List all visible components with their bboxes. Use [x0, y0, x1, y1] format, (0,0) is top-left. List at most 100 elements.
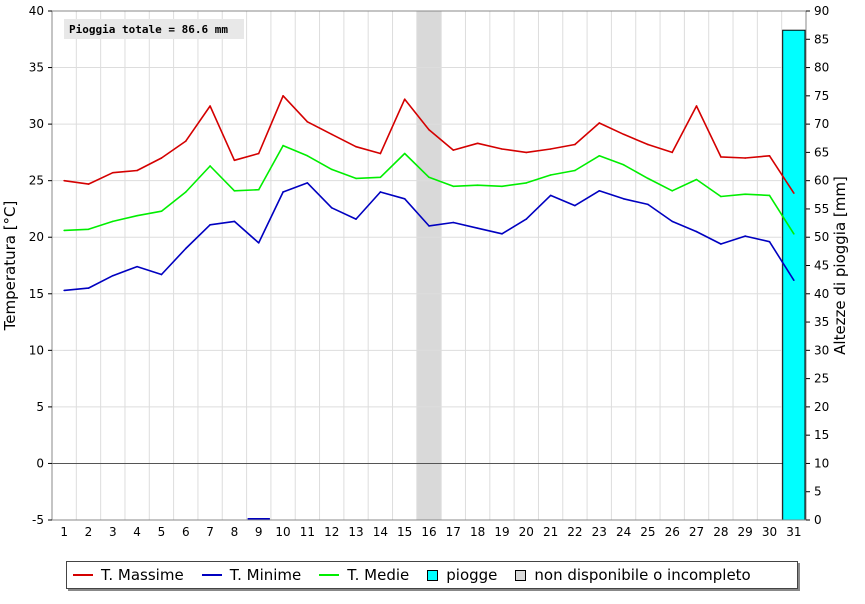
legend-label-piogge: piogge: [446, 566, 498, 584]
point-t-massime-day-5: [160, 157, 163, 159]
point-t-medie-day-8: [233, 190, 236, 192]
y2-tick-label: 50: [814, 230, 829, 244]
point-t-massime-day-15: [403, 98, 406, 101]
total-rain-box: [64, 19, 244, 39]
point-t-medie-day-1: [63, 229, 65, 232]
point-t-massime-day-19: [501, 148, 503, 150]
y2-tick-label: 90: [814, 4, 829, 18]
y-tick-label: 20: [29, 230, 44, 244]
x-tick-label: 12: [324, 525, 339, 539]
y-tick-label: 15: [29, 287, 44, 301]
point-t-minime-day-26: [671, 220, 674, 223]
x-tick-label: 13: [348, 525, 363, 539]
point-t-minime-day-1: [63, 289, 65, 292]
x-tick-label: 17: [446, 525, 461, 539]
point-t-minime-day-14: [379, 191, 382, 193]
point-t-medie-day-10: [282, 144, 284, 147]
point-t-medie-day-19: [501, 185, 503, 188]
point-t-medie-day-2: [87, 228, 90, 231]
point-t-massime-day-1: [63, 179, 65, 182]
y2-tick-label: 75: [814, 89, 829, 103]
point-t-minime-day-19: [501, 233, 503, 235]
y-tick-label: -5: [32, 513, 44, 527]
y2-tick-label: 5: [814, 485, 822, 499]
y2-tick-label: 20: [814, 400, 829, 414]
point-t-medie-day-4: [136, 214, 138, 217]
x-tick-label: 27: [689, 525, 704, 539]
point-t-minime-day-12: [330, 207, 333, 209]
point-t-massime-day-13: [355, 145, 357, 148]
y-tick-label: 25: [29, 174, 44, 188]
point-t-medie-day-25: [647, 177, 649, 180]
point-t-medie-day-18: [476, 184, 479, 186]
x-tick-label: 23: [592, 525, 607, 539]
y-tick-label: 5: [36, 400, 44, 414]
x-tick-label: 2: [85, 525, 93, 539]
x-tick-label: 26: [665, 525, 680, 539]
y-tick-label: 30: [29, 117, 44, 131]
point-t-medie-day-29: [744, 193, 746, 196]
point-t-massime-day-8: [233, 159, 236, 162]
point-t-medie-day-17: [452, 185, 455, 188]
point-t-minime-day-21: [549, 194, 552, 197]
x-tick-label: 16: [421, 525, 436, 539]
point-t-medie-day-22: [574, 169, 576, 172]
point-t-massime-day-22: [574, 143, 576, 146]
point-t-minime-day-17: [452, 221, 455, 224]
point-t-medie-day-31: [793, 233, 795, 235]
x-tick-label: 22: [567, 525, 582, 539]
x-tick-label: 29: [738, 525, 753, 539]
legend-swatch-t-massime: [73, 574, 93, 576]
legend-item-piogge: piogge: [427, 566, 497, 584]
x-tick-label: 31: [786, 525, 801, 539]
point-t-minime-day-15: [403, 197, 406, 200]
y2-tick-label: 35: [814, 315, 829, 329]
point-t-massime-day-10: [282, 95, 284, 97]
point-t-massime-day-4: [136, 169, 138, 172]
total-rain-text: Pioggia totale = 86.6 mm: [69, 23, 228, 36]
total-rain-annotation: Pioggia totale = 86.6 mm: [64, 19, 244, 39]
y2-tick-label: 60: [814, 174, 829, 188]
point-t-minime-day-28: [720, 243, 722, 245]
point-t-massime-day-7: [209, 105, 211, 107]
legend-item-t-massime: T. Massime: [73, 566, 184, 584]
x-tick-label: 14: [373, 525, 388, 539]
legend-item-non-disponibile: non disponibile o incompleto: [515, 566, 751, 584]
point-t-minime-day-11: [306, 182, 309, 184]
point-t-minime-day-24: [622, 197, 625, 200]
x-tick-label: 20: [519, 525, 534, 539]
point-t-massime-day-12: [330, 133, 333, 136]
x-tick-label: 28: [713, 525, 728, 539]
point-t-minime-day-25: [647, 203, 649, 206]
point-t-minime-day-5: [160, 273, 163, 276]
legend-item-t-minime: T. Minime: [201, 566, 301, 584]
point-t-medie-day-20: [525, 182, 528, 184]
missing-band-day-16: [416, 11, 442, 520]
point-t-massime-day-25: [647, 143, 649, 146]
legend-label-t-medie: T. Medie: [347, 566, 410, 584]
point-t-medie-day-13: [355, 177, 357, 180]
point-t-massime-day-26: [671, 151, 674, 154]
point-t-medie-day-26: [671, 190, 674, 192]
point-t-minime-day-9: [257, 242, 260, 244]
x-tick-label: 8: [231, 525, 239, 539]
y2-tick-label: 70: [814, 117, 829, 131]
legend-swatch-t-minime: [201, 574, 222, 576]
x-tick-label: 11: [300, 525, 315, 539]
legend-item-t-medie: T. Medie: [319, 566, 409, 584]
y2-tick-label: 30: [814, 343, 829, 357]
point-t-minime-day-2: [87, 287, 90, 289]
point-t-medie-day-21: [549, 174, 552, 176]
point-t-medie-day-15: [403, 152, 406, 155]
point-t-massime-day-2: [87, 183, 90, 185]
rain-bar-day-31: [782, 29, 806, 521]
point-t-massime-day-18: [476, 142, 479, 145]
point-t-massime-day-20: [525, 151, 528, 154]
point-t-medie-day-12: [330, 168, 333, 171]
point-t-medie-day-23: [598, 154, 601, 157]
point-t-medie-day-14: [379, 176, 382, 179]
point-t-massime-day-6: [184, 140, 187, 142]
point-t-massime-day-29: [744, 157, 746, 159]
y2-tick-label: 45: [814, 259, 829, 273]
